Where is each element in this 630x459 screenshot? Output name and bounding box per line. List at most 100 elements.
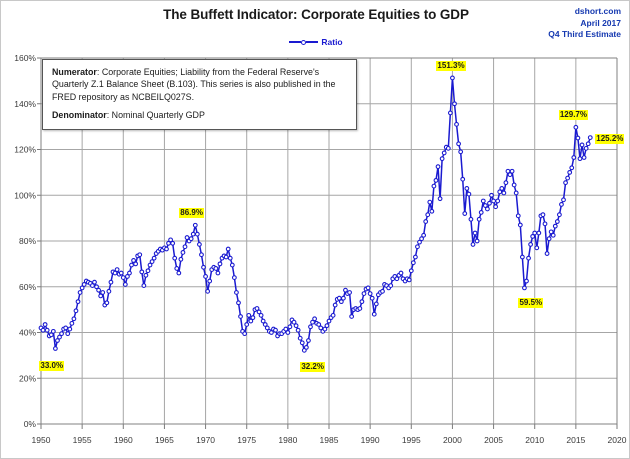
data-point-marker bbox=[127, 270, 132, 276]
data-point-marker bbox=[303, 344, 309, 350]
data-point-marker bbox=[415, 244, 420, 250]
data-point-marker bbox=[63, 325, 69, 331]
data-point-marker bbox=[322, 326, 328, 332]
data-point-marker bbox=[388, 283, 394, 289]
data-point-marker bbox=[48, 332, 54, 338]
y-axis-tick-label: 140% bbox=[14, 99, 36, 109]
data-point-marker bbox=[427, 199, 433, 205]
data-annotation-label: 86.9% bbox=[179, 208, 204, 219]
data-point-marker bbox=[410, 260, 416, 266]
data-point-marker bbox=[540, 212, 546, 218]
data-point-marker bbox=[207, 278, 213, 284]
x-axis-tick-label: 2015 bbox=[566, 435, 585, 445]
data-point-marker bbox=[433, 177, 439, 183]
data-point-marker bbox=[81, 282, 87, 287]
data-point-marker bbox=[509, 168, 515, 174]
data-point-marker bbox=[264, 325, 270, 331]
data-point-marker bbox=[507, 172, 513, 178]
data-point-marker bbox=[225, 246, 231, 252]
data-point-marker bbox=[429, 208, 435, 214]
info-denominator-text: : Nominal Quarterly GDP bbox=[106, 110, 205, 121]
data-point-marker bbox=[258, 312, 264, 318]
data-point-marker bbox=[122, 282, 128, 287]
data-point-marker bbox=[445, 145, 451, 151]
data-point-marker bbox=[98, 293, 104, 299]
data-point-marker bbox=[464, 185, 470, 191]
data-point-marker bbox=[178, 256, 184, 262]
data-point-marker bbox=[456, 141, 462, 147]
y-axis-tick-label: 80% bbox=[19, 236, 36, 246]
data-point-marker bbox=[487, 200, 492, 206]
data-point-marker bbox=[526, 255, 531, 261]
data-point-marker bbox=[293, 323, 299, 329]
x-axis-tick-label: 1960 bbox=[114, 435, 133, 445]
data-point-marker bbox=[454, 121, 459, 127]
data-point-marker bbox=[55, 338, 60, 343]
data-point-marker bbox=[425, 212, 431, 218]
data-point-marker bbox=[534, 245, 540, 251]
data-point-marker bbox=[439, 156, 445, 162]
data-point-marker bbox=[462, 211, 468, 216]
data-point-marker bbox=[499, 185, 505, 191]
data-point-marker bbox=[250, 315, 256, 321]
data-point-marker bbox=[548, 229, 554, 235]
data-point-marker bbox=[73, 308, 79, 314]
data-point-marker bbox=[176, 270, 182, 276]
data-point-marker bbox=[244, 322, 250, 327]
data-annotation-label: 129.7% bbox=[558, 110, 588, 121]
data-point-marker bbox=[217, 261, 223, 267]
data-annotation-label: 59.5% bbox=[518, 297, 544, 308]
data-point-marker bbox=[100, 290, 106, 295]
data-point-marker bbox=[59, 331, 64, 337]
y-axis-tick-label: 60% bbox=[19, 282, 36, 292]
data-point-marker bbox=[522, 285, 527, 291]
data-point-marker bbox=[587, 135, 593, 141]
data-point-marker bbox=[536, 230, 542, 236]
data-annotation-label: 32.2% bbox=[300, 362, 325, 373]
data-point-marker bbox=[484, 206, 490, 212]
data-annotation-label: 151.3% bbox=[436, 60, 466, 71]
data-point-marker bbox=[42, 322, 48, 327]
data-series-ratio bbox=[40, 77, 591, 352]
data-point-marker bbox=[458, 149, 464, 155]
x-axis-tick-label: 1965 bbox=[155, 435, 174, 445]
data-point-marker bbox=[421, 232, 427, 238]
data-point-marker bbox=[497, 189, 503, 195]
x-axis-tick-label: 2000 bbox=[443, 435, 462, 445]
data-point-marker bbox=[120, 275, 126, 281]
x-axis-tick-label: 2020 bbox=[608, 435, 627, 445]
data-point-marker bbox=[406, 277, 412, 283]
y-axis-tick-label: 0% bbox=[24, 419, 37, 429]
data-point-marker bbox=[357, 306, 363, 311]
data-point-marker bbox=[338, 299, 344, 305]
data-point-marker bbox=[517, 222, 523, 228]
info-numerator-text: : Corporate Equities; Liability from the… bbox=[52, 67, 336, 102]
data-point-marker bbox=[569, 165, 575, 171]
data-point-marker bbox=[285, 330, 291, 335]
x-axis-tick-label: 2005 bbox=[484, 435, 503, 445]
data-point-marker bbox=[215, 270, 221, 276]
data-point-marker bbox=[365, 285, 371, 291]
data-point-marker bbox=[412, 254, 418, 260]
data-point-marker bbox=[480, 198, 486, 204]
data-point-marker bbox=[437, 196, 443, 202]
data-point-marker bbox=[40, 327, 46, 333]
data-point-marker bbox=[330, 312, 336, 318]
attribution-source: dshort.com bbox=[574, 6, 621, 16]
data-point-marker bbox=[77, 290, 83, 295]
data-point-marker bbox=[503, 180, 509, 186]
data-point-marker bbox=[174, 266, 180, 271]
data-point-marker bbox=[192, 222, 198, 228]
data-point-marker bbox=[260, 318, 266, 324]
data-point-marker bbox=[552, 223, 558, 229]
data-point-marker bbox=[190, 231, 196, 237]
data-point-marker bbox=[501, 190, 507, 196]
data-point-marker bbox=[371, 311, 377, 317]
data-point-marker bbox=[511, 182, 517, 188]
data-point-marker bbox=[94, 284, 99, 290]
data-point-marker bbox=[373, 301, 379, 307]
data-point-marker bbox=[50, 328, 56, 334]
attribution-date: April 2017 bbox=[580, 17, 621, 28]
